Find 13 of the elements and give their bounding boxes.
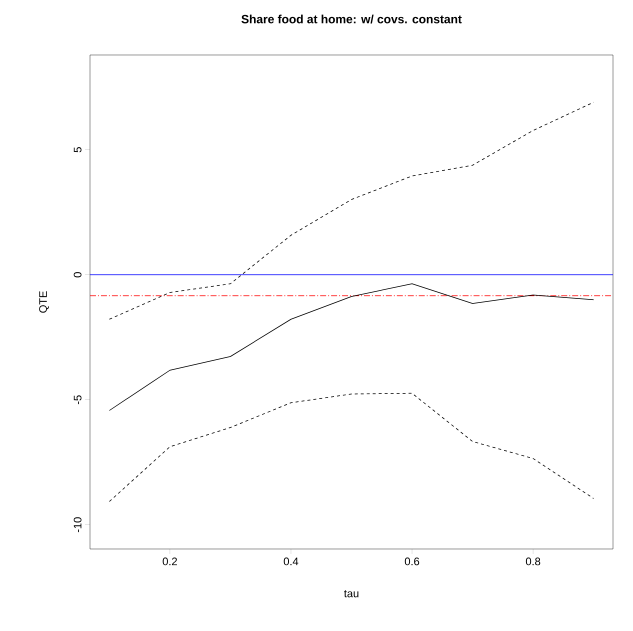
line-series — [108, 392, 594, 502]
y-axis-title: QTE — [39, 291, 49, 313]
x-tick-label: 0.6 — [404, 558, 420, 566]
chart-title: Share food at home: w/ covs. constant — [241, 14, 462, 24]
y-tick-label: -5 — [74, 395, 82, 404]
x-axis-title: tau — [344, 590, 358, 598]
y-tick-label: -10 — [74, 517, 82, 532]
y-tick-label: 0 — [74, 272, 82, 278]
x-tick-label: 0.2 — [162, 558, 177, 566]
x-tick-label: 0.8 — [526, 558, 540, 566]
x-tick-label: 0.4 — [284, 558, 298, 566]
y-tick-label: 5 — [74, 147, 82, 152]
line-series — [108, 283, 594, 411]
